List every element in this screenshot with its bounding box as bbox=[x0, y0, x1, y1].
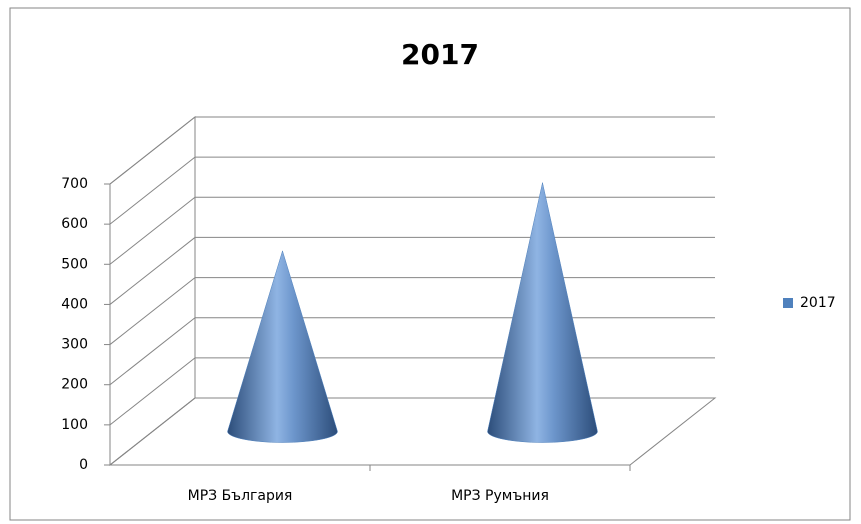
grid-line bbox=[109, 116, 715, 185]
legend-swatch bbox=[783, 298, 793, 308]
y-tick-label: 100 bbox=[61, 417, 88, 433]
cone bbox=[487, 182, 598, 443]
x-tick-label: МРЗ Румъния bbox=[451, 488, 549, 504]
y-tick-label: 200 bbox=[61, 377, 88, 393]
chart-title: 2017 bbox=[401, 38, 479, 71]
x-tick-label: МРЗ България bbox=[188, 488, 293, 504]
y-tick-label: 500 bbox=[61, 256, 88, 272]
chart-border bbox=[9, 7, 851, 521]
y-tick-label: 400 bbox=[61, 296, 88, 312]
legend-label: 2017 bbox=[800, 295, 836, 311]
y-tick-label: 300 bbox=[61, 337, 88, 353]
y-tick-label: 700 bbox=[61, 176, 88, 192]
cone bbox=[227, 249, 338, 443]
y-tick-label: 600 bbox=[61, 216, 88, 232]
grid-line bbox=[109, 156, 715, 225]
y-tick-label: 0 bbox=[79, 457, 88, 473]
